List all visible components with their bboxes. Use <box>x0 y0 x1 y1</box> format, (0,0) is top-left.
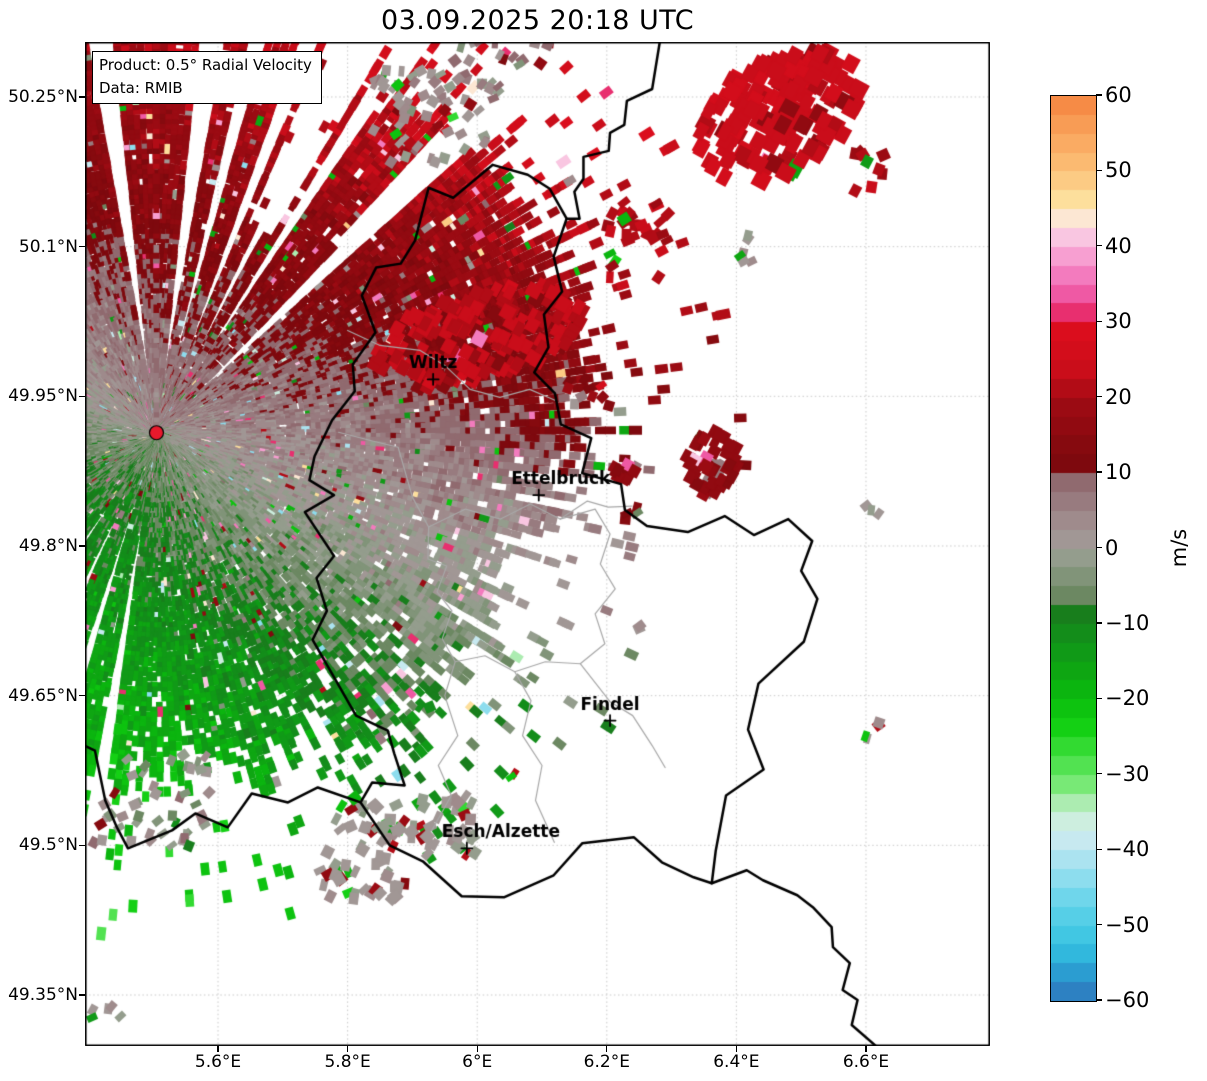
lon-tick-label: 6.2°E <box>583 1052 630 1072</box>
colorbar-tick-label: −20 <box>1105 686 1150 711</box>
plot-title: 03.09.2025 20:18 UTC <box>380 5 695 36</box>
product-line: Product: 0.5° Radial Velocity <box>99 56 312 74</box>
lon-tick-label: 5.6°E <box>194 1052 242 1072</box>
colorbar-tick-label: −10 <box>1105 610 1150 635</box>
colorbar-tick-label: 40 <box>1105 233 1132 258</box>
tick-mark <box>476 1046 478 1052</box>
tick-mark <box>735 1046 738 1052</box>
lat-tick-label: 49.95°N <box>8 386 78 407</box>
tick-mark <box>79 96 85 98</box>
lon-tick-label: 5.8°E <box>324 1052 371 1072</box>
colorbar-unit-label: m/s <box>1167 528 1191 568</box>
tick-mark <box>1096 169 1103 172</box>
tick-mark <box>1096 773 1103 775</box>
tick-mark <box>1096 471 1103 473</box>
data-source-line: Data: RMIB <box>99 78 183 97</box>
tick-mark <box>1096 923 1103 926</box>
colorbar-tick-label: 50 <box>1105 158 1132 183</box>
product-legend-box: Product: 0.5° Radial Velocity Data: RMIB <box>92 51 322 104</box>
tick-mark <box>606 1046 608 1052</box>
colorbar-tick-label: 0 <box>1105 535 1119 560</box>
colorbar <box>1050 95 1097 1002</box>
tick-mark <box>346 1046 349 1052</box>
tick-mark <box>79 545 85 547</box>
colorbar-tick-label: −50 <box>1105 912 1150 937</box>
tick-mark <box>79 246 85 248</box>
colorbar-tick-label: 10 <box>1105 460 1132 485</box>
tick-mark <box>1096 622 1103 624</box>
tick-mark <box>1096 999 1103 1001</box>
lat-tick-label: 50.25°N <box>8 86 78 107</box>
tick-mark <box>1096 320 1103 322</box>
colorbar-tick-label: 30 <box>1105 309 1132 334</box>
tick-mark <box>79 994 85 996</box>
colorbar-tick-label: −60 <box>1105 988 1150 1012</box>
tick-mark <box>217 1046 219 1052</box>
lat-tick-label: 50.1°N <box>18 236 78 257</box>
tick-mark <box>1096 245 1103 247</box>
tick-mark <box>1096 697 1103 699</box>
colorbar-tick-label: 20 <box>1105 384 1132 409</box>
colorbar-tick-label: 60 <box>1105 83 1132 107</box>
map-canvas <box>85 42 990 1046</box>
tick-mark <box>1096 396 1103 398</box>
tick-mark <box>1096 94 1103 96</box>
lat-tick-label: 49.8°N <box>18 535 78 556</box>
tick-mark <box>79 395 85 397</box>
tick-mark <box>79 844 85 846</box>
colorbar-tick-label: −30 <box>1105 761 1150 786</box>
tick-mark <box>1096 848 1103 850</box>
tick-mark <box>865 1046 867 1052</box>
tick-mark <box>1096 546 1103 549</box>
lat-tick-label: 49.65°N <box>8 685 78 706</box>
lat-tick-label: 49.5°N <box>18 835 78 856</box>
colorbar-tick-label: −40 <box>1105 837 1150 862</box>
tick-mark <box>79 695 85 697</box>
lon-tick-label: 6.6°E <box>842 1052 890 1072</box>
lon-tick-label: 6.4°E <box>713 1052 760 1072</box>
lat-tick-label: 49.35°N <box>8 985 78 1005</box>
lon-tick-label: 6°E <box>462 1052 493 1072</box>
